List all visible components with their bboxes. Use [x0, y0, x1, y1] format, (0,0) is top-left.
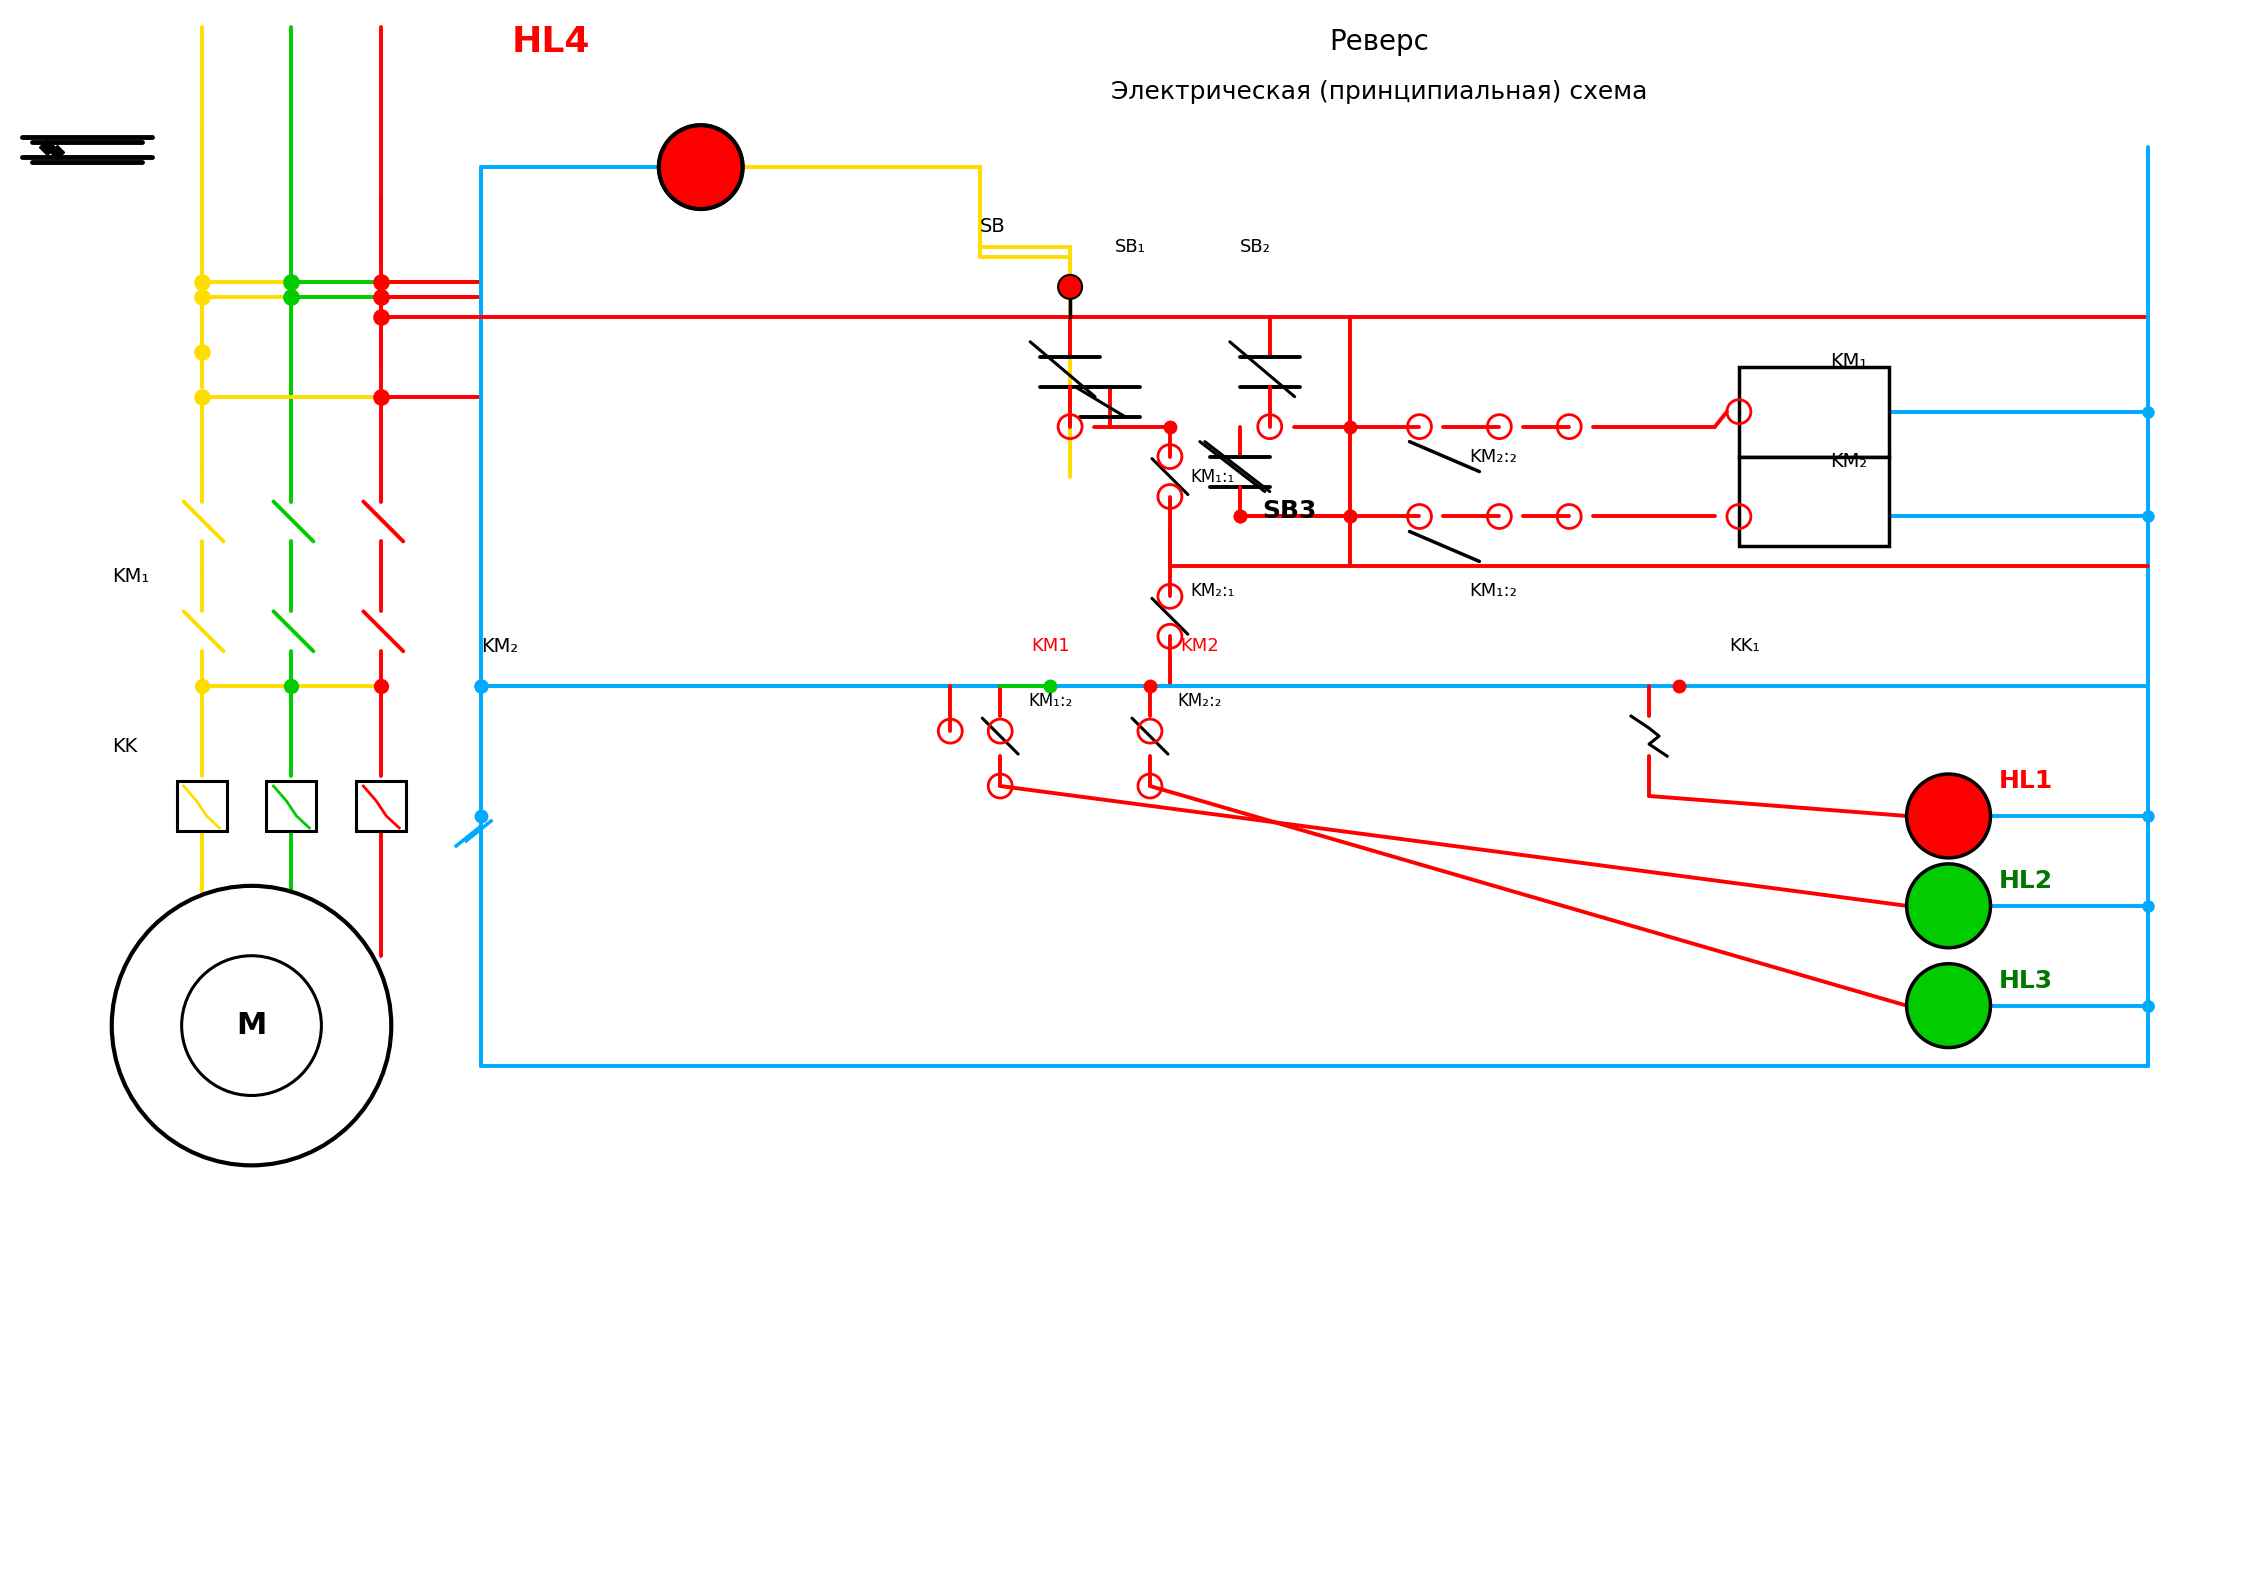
Bar [1739, 367, 1889, 456]
Text: Реверс: Реверс [1331, 29, 1429, 56]
Text: M: M [236, 1012, 267, 1041]
Text: SB3: SB3 [1263, 500, 1317, 523]
Circle shape [660, 124, 743, 209]
Text: KM₁:₂: KM₁:₂ [1028, 693, 1073, 710]
Bar [1739, 456, 1889, 546]
Bar [357, 780, 406, 832]
Circle shape [1059, 275, 1082, 298]
Text: KM₂: KM₂ [1831, 452, 1867, 471]
Text: KM₁: KM₁ [1831, 353, 1867, 372]
Text: Электрическая (принципиальная) схема: Электрическая (принципиальная) схема [1111, 80, 1647, 104]
Text: KM₂: KM₂ [480, 637, 518, 656]
Bar [177, 780, 227, 832]
Text: KM₁:₂: KM₁:₂ [1470, 583, 1517, 600]
Text: HL2: HL2 [1999, 868, 2053, 892]
Circle shape [182, 956, 321, 1095]
Text: KM₁:₁: KM₁:₁ [1189, 468, 1234, 485]
Text: KM2: KM2 [1180, 637, 1218, 656]
Text: KM₂:₂: KM₂:₂ [1178, 693, 1223, 710]
Text: KM1: KM1 [1030, 637, 1070, 656]
Text: SB₂: SB₂ [1239, 238, 1270, 255]
Text: KM₂:₂: KM₂:₂ [1470, 447, 1517, 466]
Text: SB₁: SB₁ [1115, 238, 1147, 255]
Text: HL3: HL3 [1999, 969, 2053, 993]
Text: KK: KK [112, 737, 137, 755]
Text: HL4: HL4 [512, 26, 590, 59]
Circle shape [1907, 774, 1990, 859]
Circle shape [1907, 964, 1990, 1047]
Circle shape [1907, 863, 1990, 948]
Text: KK₁: KK₁ [1728, 637, 1759, 656]
Text: KM₁: KM₁ [112, 567, 148, 586]
Circle shape [112, 886, 390, 1165]
Text: SB: SB [981, 217, 1005, 236]
Circle shape [660, 124, 743, 209]
Text: KM₂:₁: KM₂:₁ [1189, 583, 1234, 600]
Text: HL1: HL1 [1999, 769, 2053, 793]
Bar [267, 780, 316, 832]
